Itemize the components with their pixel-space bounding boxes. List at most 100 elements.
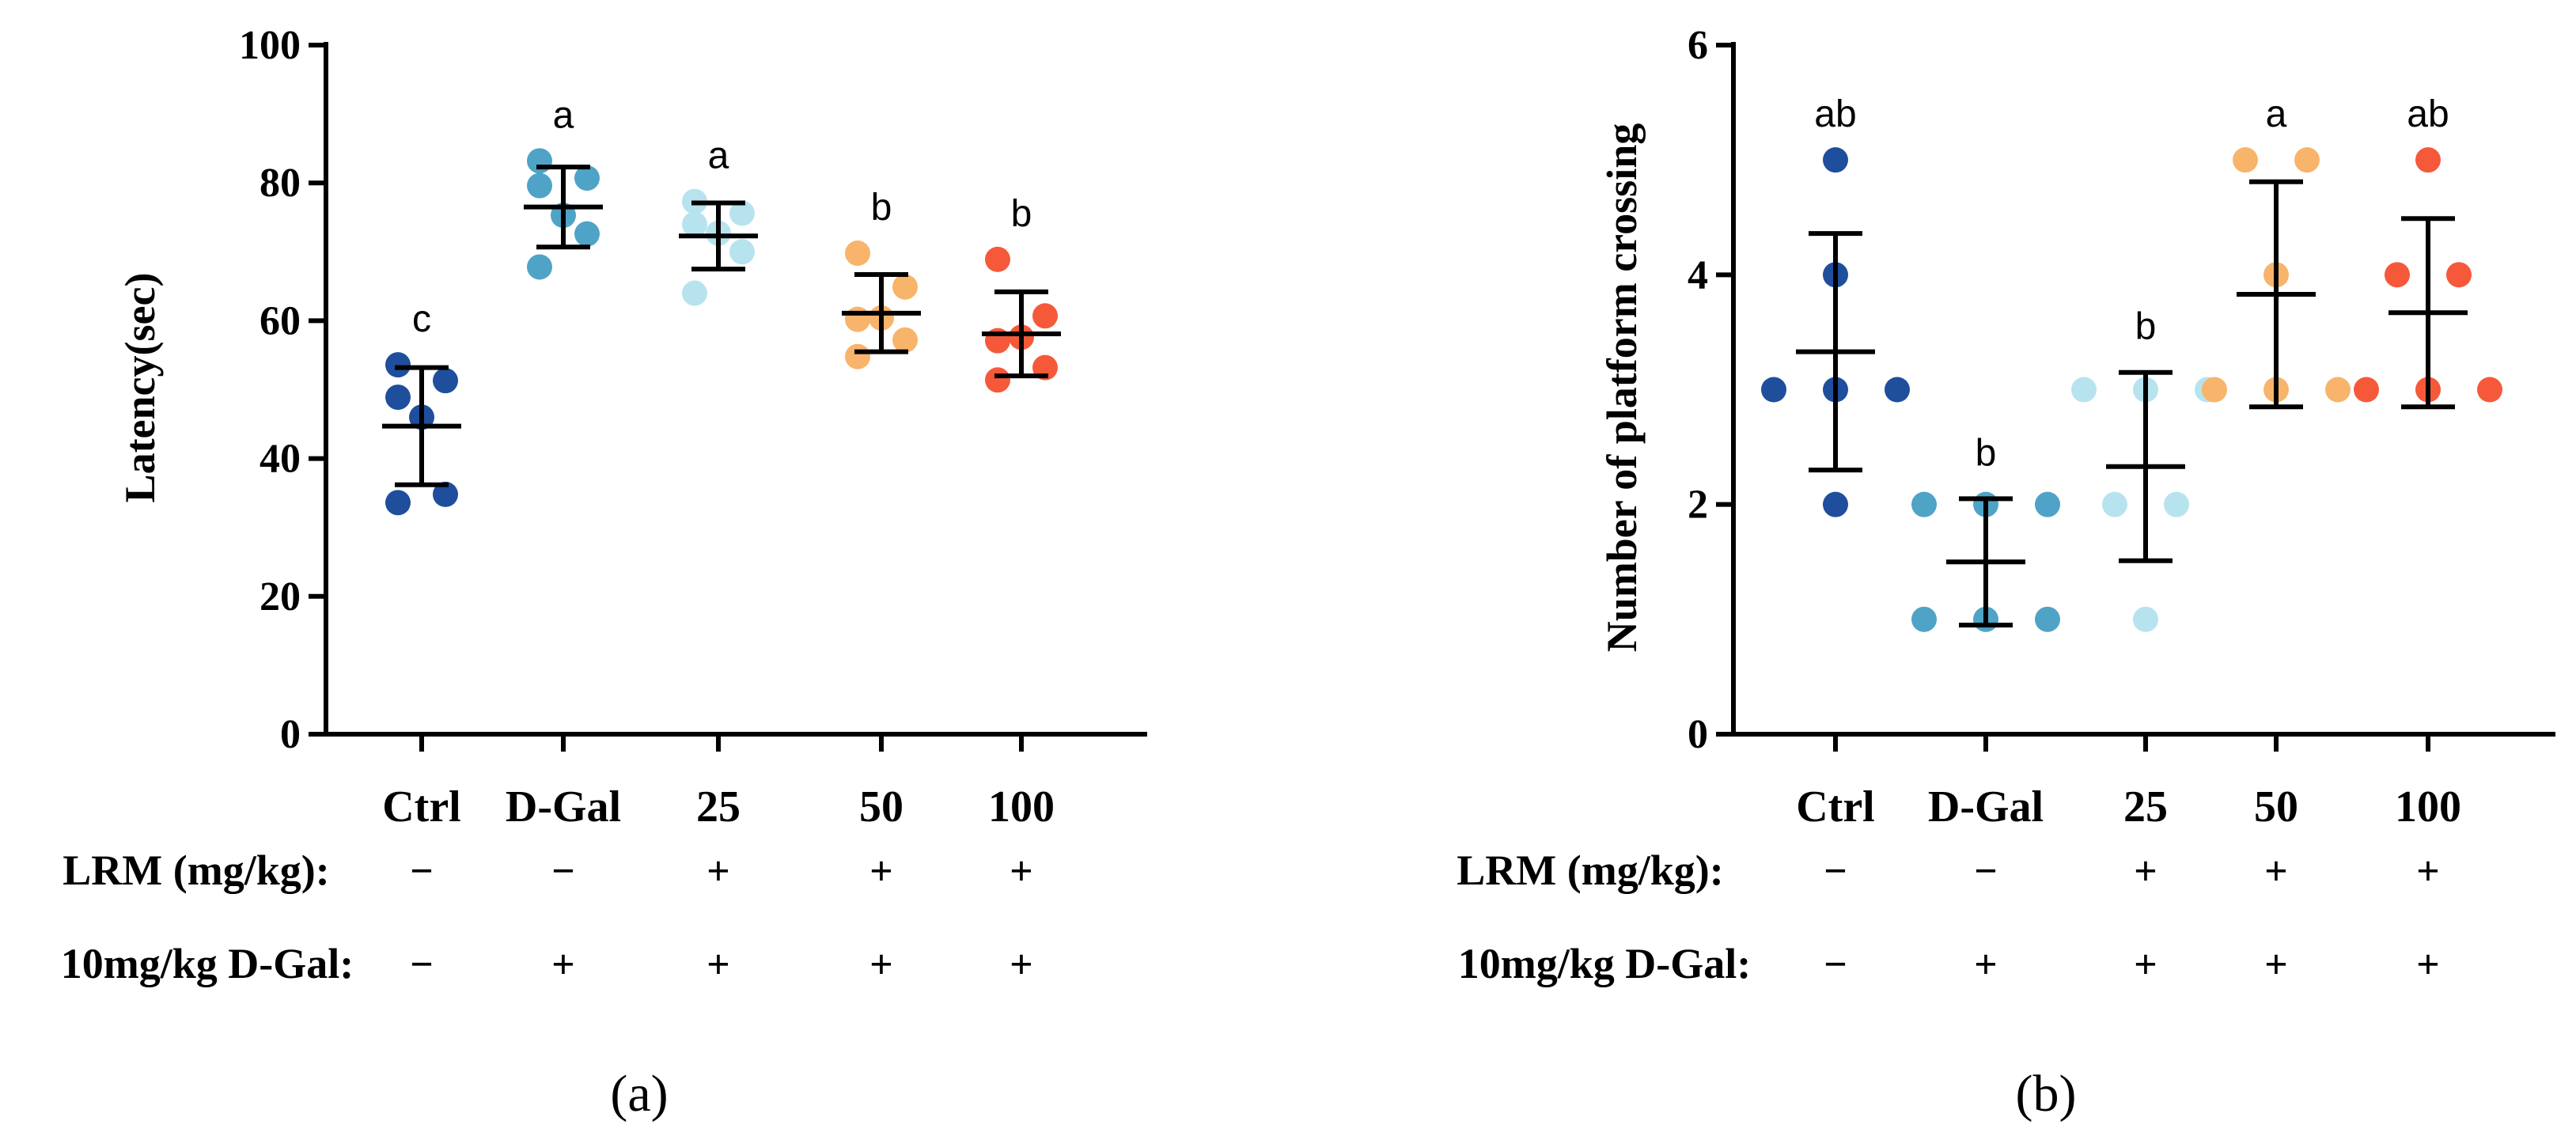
panel-a-lrm-sign: − <box>410 849 434 894</box>
panel-a-data-point <box>385 352 411 378</box>
panel-a-data-point <box>1032 303 1058 329</box>
panel-b-data-point <box>2385 262 2410 288</box>
panel-b-significance-letter: ab <box>2407 93 2449 135</box>
panel-b-data-point <box>2071 377 2097 403</box>
panel-b-lrm-sign: + <box>2134 849 2157 894</box>
panel-b-category-label: 25 <box>2123 782 2168 831</box>
panel-a-category-label: Ctrl <box>382 782 461 831</box>
panel-b-category-label: Ctrl <box>1796 782 1875 831</box>
panel-a-category-label: D-Gal <box>506 782 621 831</box>
panel-b-category-label: D-Gal <box>1928 782 2044 831</box>
panel-b-lrm-sign: − <box>1824 849 1847 894</box>
panel-a-lrm-sign: + <box>1010 849 1033 894</box>
panel-a-dgal-sign: + <box>869 942 893 987</box>
panel-b-dgal-sign: + <box>2264 942 2288 987</box>
panel-a-data-point <box>385 490 411 516</box>
panel-a-lrm-sign: + <box>707 849 730 894</box>
panel-a-data-point <box>574 221 600 247</box>
panel-a-y-tick-label: 20 <box>259 574 301 619</box>
panel-a-dgal-sign: − <box>410 942 434 987</box>
panel-b-dgal-row-label: 10mg/kg D-Gal: <box>1458 940 1752 987</box>
panel-a-data-point <box>985 246 1010 272</box>
panel-b-dgal-sign: + <box>2134 942 2157 987</box>
panel-b-data-point <box>2133 606 2158 632</box>
panel-b-dgal-sign: + <box>1974 942 1998 987</box>
panel-b-significance-letter: b <box>1976 432 1997 474</box>
panel-b-data-point <box>2164 491 2189 517</box>
panel-b-data-point <box>2035 491 2060 517</box>
panel-a-label: (a) <box>610 1065 668 1123</box>
panel-a-data-point <box>433 481 458 507</box>
panel-a-lrm-sign: − <box>551 849 575 894</box>
panel-a-significance-letter: a <box>553 94 574 136</box>
panel-a-data-point <box>527 172 552 199</box>
panel-b-data-point <box>2202 377 2227 403</box>
panel-a-significance-letter: b <box>1011 193 1032 235</box>
panel-a-y-tick-label: 60 <box>259 298 301 343</box>
panel-b-data-point <box>2477 377 2502 403</box>
panel-a-chart: 0 20 40 60 80 100 Ctrl − − c D-Gal − + a 25 + + a 50 + + b 100… <box>61 23 1147 1123</box>
panel-a-y-tick-label: 80 <box>259 161 301 206</box>
panel-b-data-point <box>2102 491 2127 517</box>
panel-b-data-point <box>2233 147 2258 173</box>
panel-b-data-point <box>2294 147 2320 173</box>
panel-a-y-tick-label: 0 <box>280 712 301 757</box>
panel-a-y-tick-label: 100 <box>239 23 301 68</box>
panel-a-lrm-sign: + <box>869 849 893 894</box>
panel-b-y-tick-label: 4 <box>1688 252 1708 297</box>
panel-a-data-point <box>892 274 918 300</box>
panel-b-y-axis-title: Number of platform crossing <box>1598 123 1646 652</box>
panel-b-data-point <box>2035 606 2060 632</box>
panel-b-chart: 0 2 4 6 Ctrl − − ab D-Gal − + b 25 + + b 50 + + a 100 + + ab Nu… <box>1457 23 2555 1123</box>
panel-b-data-point <box>2325 377 2351 403</box>
panel-b-lrm-row-label: LRM (mg/kg): <box>1457 847 1723 894</box>
panel-a-data-point <box>433 368 458 394</box>
panel-b-significance-letter: a <box>2266 93 2287 135</box>
panel-a-dgal-sign: + <box>707 942 730 987</box>
panel-a-data-point <box>845 306 870 332</box>
panel-a-significance-letter: b <box>871 187 892 229</box>
panel-b-data-point <box>1823 147 1848 173</box>
panel-a-significance-letter: a <box>708 135 729 177</box>
panel-a-lrm-row-label: LRM (mg/kg): <box>63 847 329 894</box>
panel-a-data-point <box>729 200 755 226</box>
panel-b-dgal-sign: + <box>2416 942 2440 987</box>
panel-b-category-label: 100 <box>2395 782 2461 831</box>
panel-a-data-point <box>845 241 870 267</box>
panel-b-significance-letter: ab <box>1814 93 1856 135</box>
panel-a-data-point <box>527 148 552 174</box>
panel-b-y-tick-label: 0 <box>1688 712 1708 757</box>
panel-b-data-point <box>1911 491 1937 517</box>
panel-a-data-point <box>985 367 1010 393</box>
panel-b-y-tick-label: 2 <box>1688 483 1708 528</box>
panel-a-data-point <box>574 165 600 191</box>
panel-a-data-point <box>385 384 411 411</box>
panel-a-data-point <box>729 239 755 265</box>
panel-a-y-tick-label: 40 <box>259 437 301 482</box>
panel-b-data-point <box>1823 491 1848 517</box>
panel-b-lrm-sign: + <box>2416 849 2440 894</box>
panel-b-label: (b) <box>2016 1065 2077 1123</box>
panel-b-lrm-sign: − <box>1974 849 1998 894</box>
panel-a-data-point <box>892 327 918 353</box>
panel-b-lrm-sign: + <box>2264 849 2288 894</box>
panel-a-dgal-row-label: 10mg/kg D-Gal: <box>61 940 354 987</box>
panel-a-dgal-sign: + <box>551 942 575 987</box>
panel-b-data-point <box>1911 606 1937 632</box>
panel-b-data-point <box>1885 377 1910 403</box>
panel-b-category-label: 50 <box>2254 782 2298 831</box>
panel-b-data-point <box>2415 147 2441 173</box>
panel-a-y-axis-title: Latency(sec) <box>116 273 164 503</box>
panel-a-category-label: 50 <box>859 782 903 831</box>
panel-a-category-label: 25 <box>696 782 741 831</box>
panel-b-data-point <box>2354 377 2379 403</box>
panel-a-data-point <box>527 254 552 280</box>
panel-a-category-label: 100 <box>988 782 1055 831</box>
panel-b-significance-letter: b <box>2135 306 2157 348</box>
panel-a-dgal-sign: + <box>1010 942 1033 987</box>
panel-b-data-point <box>1761 377 1786 403</box>
panel-b-dgal-sign: − <box>1824 942 1847 987</box>
panel-a-data-point <box>845 343 870 369</box>
panel-a-significance-letter: c <box>412 298 431 340</box>
